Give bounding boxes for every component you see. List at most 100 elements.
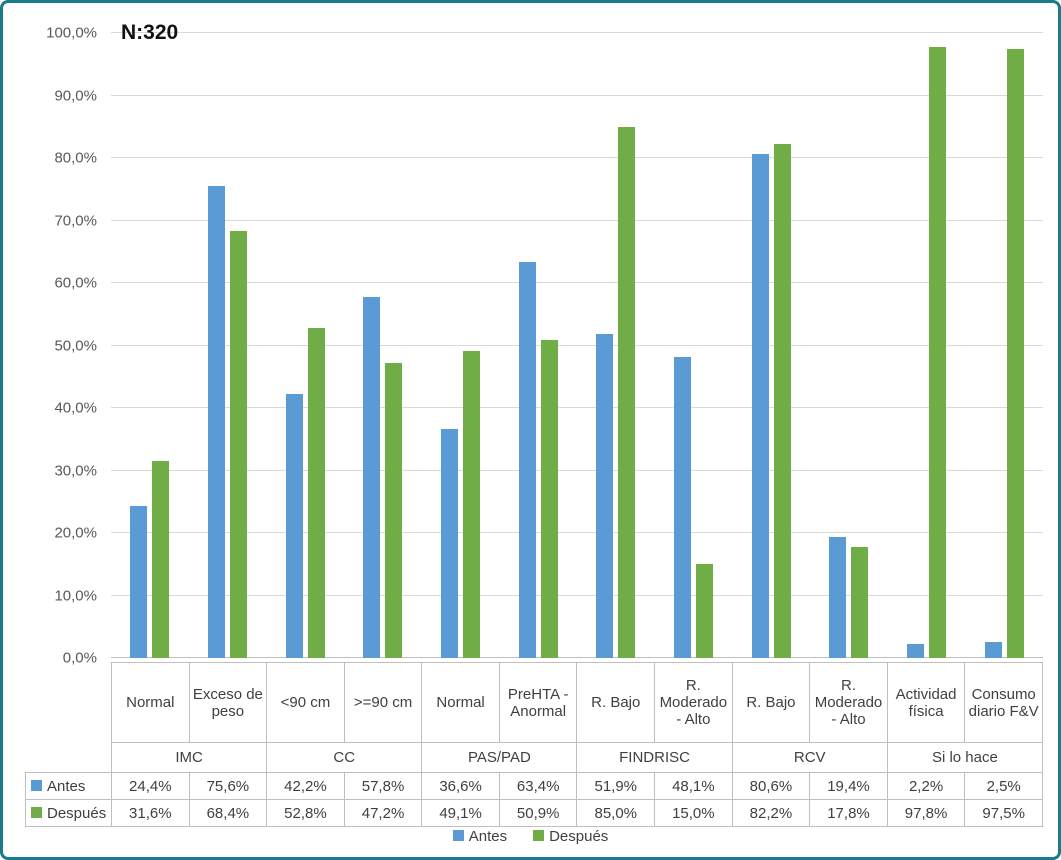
y-axis-tick-label: 0,0% [62,649,97,667]
bar-despues [851,546,869,658]
bar-antes [285,394,303,658]
group-label-row: IMC CC PAS/PAD FINDRISC RCV Si lo hace [26,742,1044,773]
value-cell: 42,2% [266,772,345,800]
group-label: CC [266,742,423,773]
value-cell: 19,4% [809,772,888,800]
legend-key-icon [533,830,545,841]
legend-item-despues: Después [533,828,608,845]
category-label: Normal [421,662,500,743]
category-column [810,33,888,658]
bar-despues [773,144,791,658]
gridline [111,469,1043,471]
y-axis-tick-label: 50,0% [54,337,97,354]
value-cell: 15,0% [654,799,733,827]
legend-key-icon [31,807,42,819]
category-column [499,33,577,658]
value-cell: 80,6% [731,772,811,800]
gridline [111,407,1043,408]
table-corner-blank [26,743,112,773]
group-label: RCV [731,742,888,773]
group-label: IMC [110,742,268,773]
value-cell: 97,5% [964,799,1043,827]
bar-despues [540,339,558,658]
value-cell: 2,2% [886,772,966,800]
series-row-header: Antes [25,772,112,800]
legend-label: Antes [468,828,508,845]
series-row-antes: Antes 24,4% 75,6% 42,2% 57,8% 36,6% 63,4% 51,9%… [25,772,1043,800]
y-axis-tick-label: 80,0% [54,149,97,167]
bar-antes [673,357,691,658]
data-table: Normal Exceso de peso <90 cm >=90 cm Normal P… [25,662,1044,827]
bar-antes [130,505,148,658]
value-cell: 68,4% [188,799,268,827]
category-column [266,33,344,658]
bar-antes [440,429,458,658]
category-label: R. Moderado - Alto [654,662,733,743]
plot-area: N:320 [111,21,1043,658]
y-axis: 0,0% 10,0% 20,0% 30,0% 40,0% 50,0% 60,0% 70,0% 8… [3,25,103,667]
y-axis-tick-label: 10,0% [54,587,97,604]
category-label: <90 cm [266,662,345,743]
category-column [422,33,500,658]
y-axis-tick-label: 90,0% [54,87,97,104]
category-column [577,33,655,658]
gridline [111,282,1043,283]
value-cell: 51,9% [576,772,656,800]
legend-key-icon [452,830,464,841]
value-cell: 24,4% [111,772,190,800]
y-axis-tick-label: 70,0% [54,212,97,229]
value-cell: 2,5% [964,772,1043,800]
y-axis-tick-label: 60,0% [54,274,97,292]
bar-despues [928,46,946,658]
value-cell: 17,8% [809,799,888,827]
gridline [111,32,1043,33]
bar-despues [1006,48,1024,658]
value-cell: 85,0% [576,799,656,827]
value-cell: 52,8% [266,799,345,827]
category-label: >=90 cm [343,662,423,743]
bar-antes [596,333,614,658]
bar-antes [518,261,536,658]
value-cell: 49,1% [421,799,500,827]
value-cell: 75,6% [188,772,268,800]
bar-despues [229,230,247,658]
bar-despues [618,126,636,658]
group-label: Si lo hace [886,742,1044,773]
bar-despues [152,460,170,658]
bar-despues [462,351,480,658]
bar-antes [207,185,225,658]
legend-key-icon [31,780,42,792]
gridline [111,344,1043,346]
value-cell: 82,2% [731,799,811,827]
category-column [111,33,189,658]
value-cell: 47,2% [343,799,423,827]
sample-size-annotation: N:320 [121,21,179,44]
bar-antes [751,154,769,658]
value-cell: 50,9% [498,799,578,827]
category-label: R. Moderado - Alto [809,662,888,743]
y-axis-tick-label: 20,0% [54,524,97,542]
category-label: Exceso de peso [188,662,268,743]
value-cell: 36,6% [421,772,500,800]
value-cell: 57,8% [343,772,423,800]
group-label: PAS/PAD [421,742,578,773]
value-cell: 63,4% [498,772,578,800]
category-column [888,33,966,658]
gridline [111,219,1043,221]
value-cell: 31,6% [111,799,190,827]
category-column [189,33,267,658]
y-axis-tick-label: 30,0% [54,462,97,479]
category-label: Consumo diario F&V [964,662,1043,743]
category-label: Normal [111,662,190,743]
series-row-despues: Después 31,6% 68,4% 52,8% 47,2% 49,1% 50,9% 85,… [25,799,1043,827]
legend-item-antes: Antes [452,828,508,845]
series-row-header: Después [25,799,112,827]
category-label: Actividad física [886,662,966,743]
category-column [965,33,1043,658]
value-cell: 97,8% [886,799,966,827]
gridline [111,594,1043,596]
group-label: FINDRISC [576,742,733,773]
legend-label: Después [549,828,609,845]
category-column [344,33,422,658]
